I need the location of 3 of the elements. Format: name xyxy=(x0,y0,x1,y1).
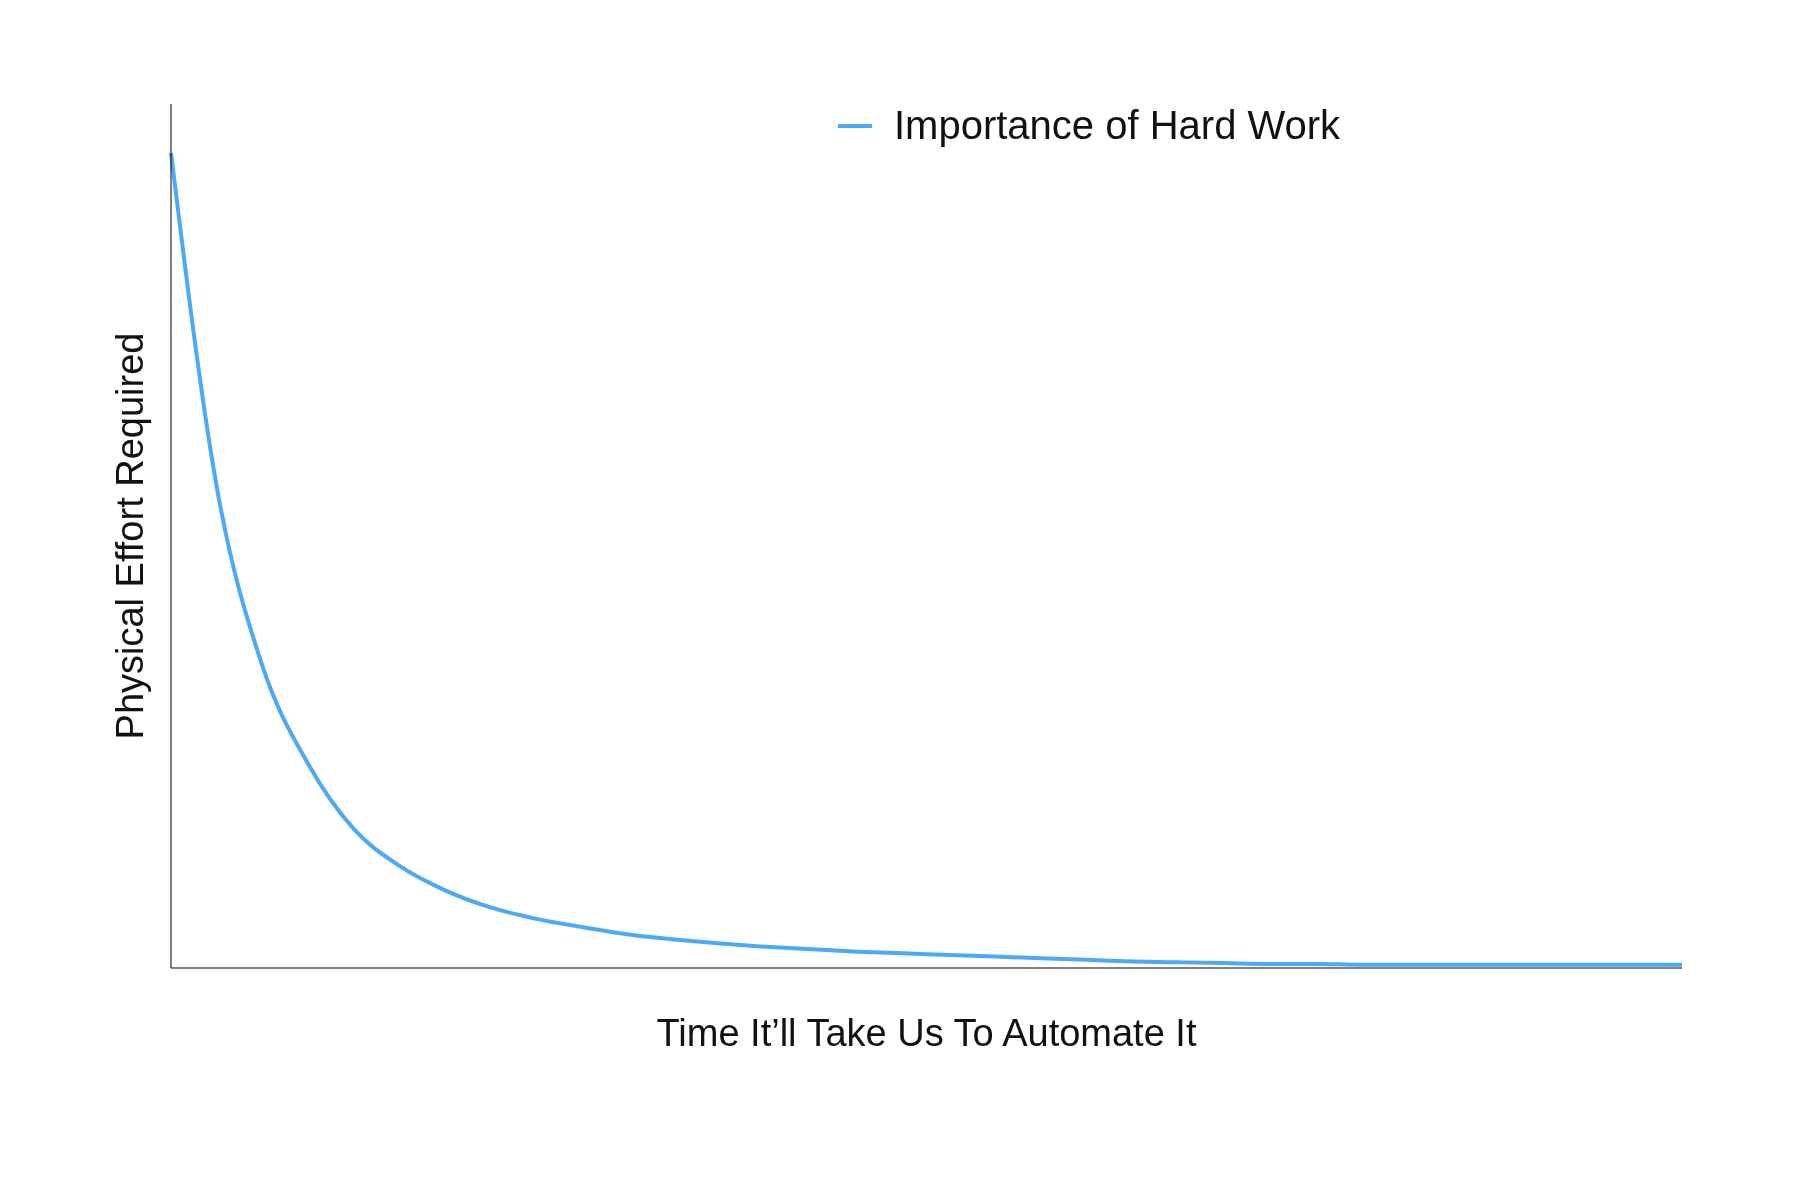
x-axis-title: Time It’ll Take Us To Automate It xyxy=(656,1011,1197,1054)
y-axis-title: Physical Effort Required xyxy=(109,332,152,740)
legend-label: Importance of Hard Work xyxy=(894,103,1341,148)
